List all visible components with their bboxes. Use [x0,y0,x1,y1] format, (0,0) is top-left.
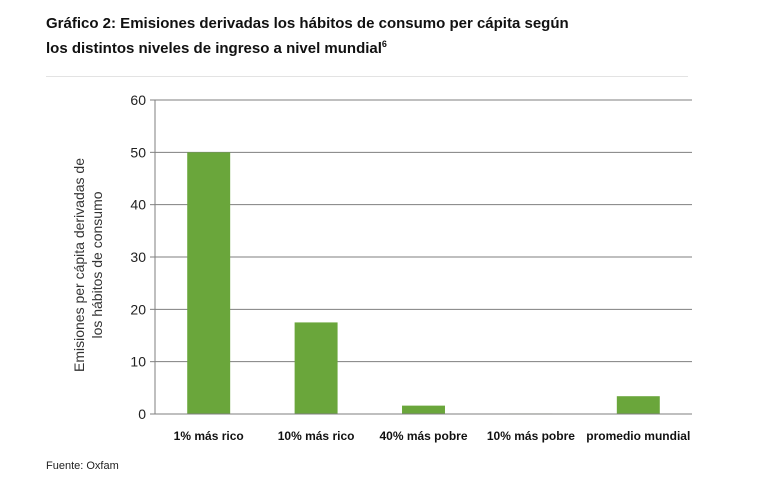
bar [187,152,231,415]
chart-title-line-1: Gráfico 2: Emisiones derivadas los hábit… [46,15,569,32]
y-axis-label-line: Emisiones per cápita derivadas de [71,158,87,372]
source-note: Fuente: Oxfam [46,460,119,472]
bar [616,396,660,414]
x-tick-label: 10% más pobre [487,429,575,443]
y-tick-label: 10 [130,354,146,370]
bar [402,405,445,414]
x-tick-label: promedio mundial [586,429,690,443]
y-tick-label: 60 [130,92,146,108]
y-tick-label: 30 [130,249,146,265]
x-tick-label: 40% más pobre [379,429,467,443]
y-tick-label: 20 [130,301,146,317]
chart-title: Gráfico 2: Emisiones derivadas los hábit… [46,14,746,59]
chart-title-line-2-text: los distintos niveles de ingreso a nivel… [46,40,382,57]
title-divider [46,76,688,77]
x-tick-label: 10% más rico [278,429,355,443]
y-tick-label: 0 [138,406,146,422]
y-tick-label: 50 [130,144,146,160]
x-tick-label: 1% más rico [174,429,244,443]
y-axis-label-line: los hábitos de consumo [89,191,105,338]
bar [294,322,338,414]
chart-title-line-2: los distintos niveles de ingreso a nivel… [46,34,746,59]
footnote-marker: 6 [381,39,387,49]
y-tick-label: 40 [130,197,146,213]
